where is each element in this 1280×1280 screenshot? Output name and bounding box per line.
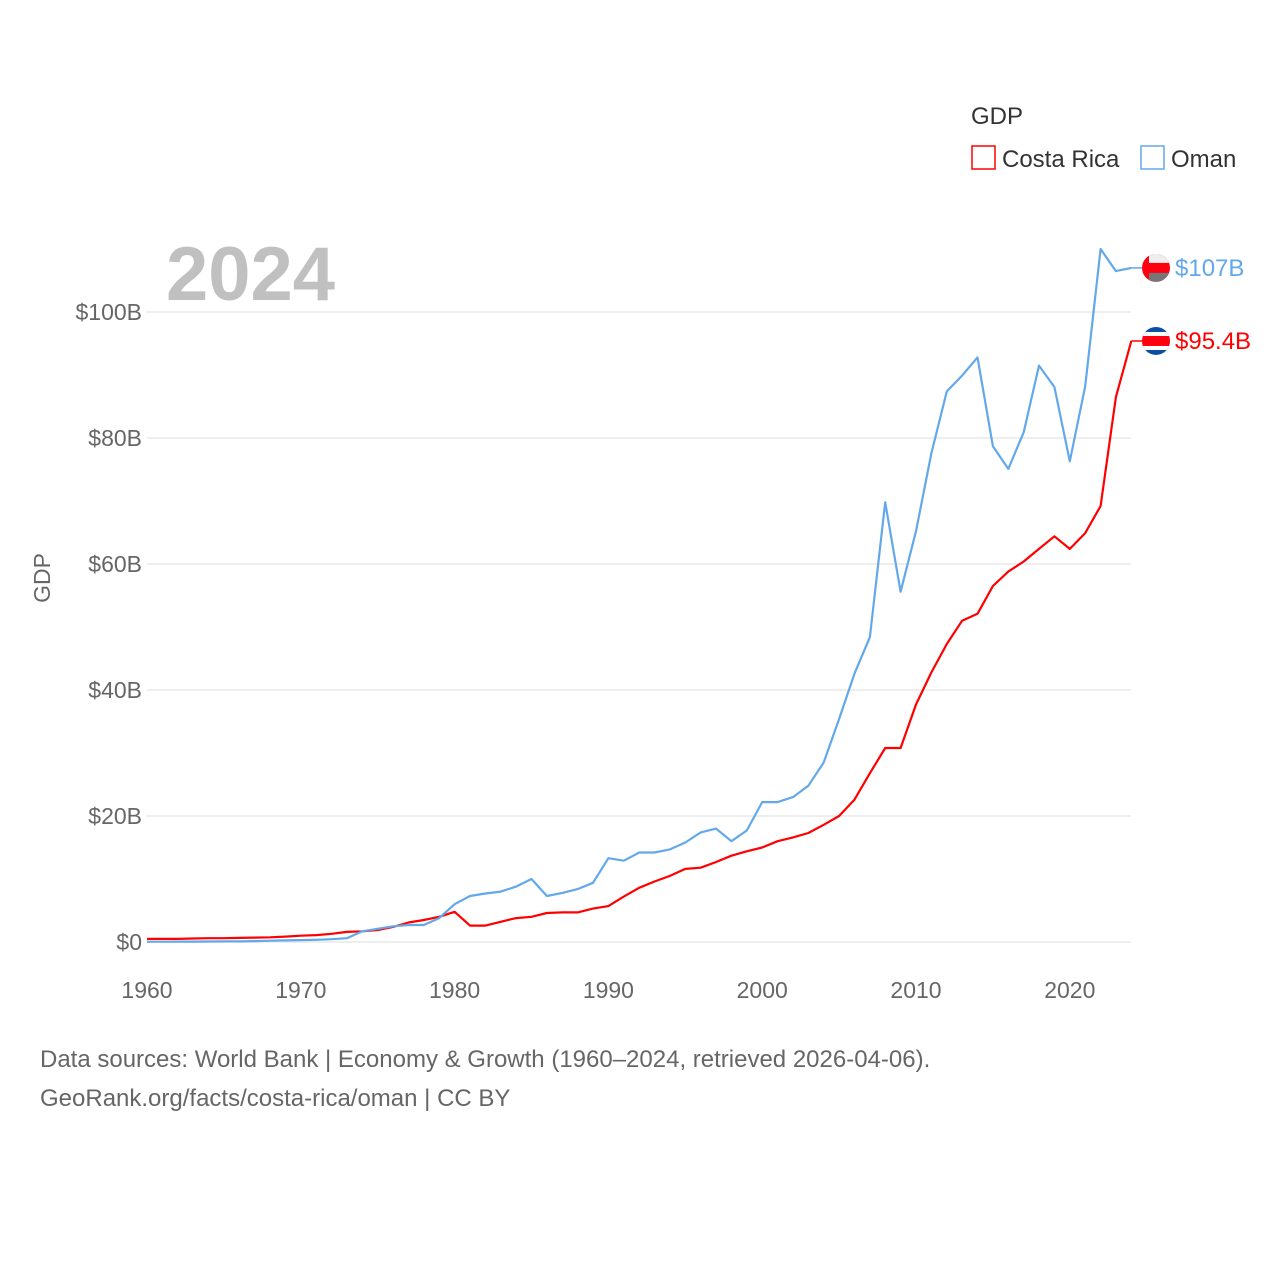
legend-title: GDP bbox=[971, 103, 1023, 130]
year-label: 2024 bbox=[166, 232, 335, 317]
x-tick-label: 2000 bbox=[737, 977, 788, 1003]
legend-swatch-costa-rica[interactable] bbox=[971, 145, 996, 170]
flag-stripe bbox=[1142, 335, 1170, 346]
legend-label-oman[interactable]: Oman bbox=[1171, 146, 1236, 173]
flag-costa-rica-icon bbox=[1142, 326, 1170, 355]
legend-label-costa-rica[interactable]: Costa Rica bbox=[1002, 146, 1120, 173]
flag-stripe bbox=[1149, 253, 1170, 263]
legend: GDP Costa Rica Oman bbox=[971, 103, 1236, 173]
x-tick-label: 2020 bbox=[1044, 977, 1095, 1003]
y-tick-label: $80B bbox=[88, 425, 142, 451]
series-line-costa-rica bbox=[147, 340, 1133, 941]
legend-swatch-oman[interactable] bbox=[1140, 145, 1165, 170]
x-tick-label: 1960 bbox=[121, 977, 172, 1003]
footer-sources: Data sources: World Bank | Economy & Gro… bbox=[40, 1046, 931, 1073]
x-tick-label: 1990 bbox=[583, 977, 634, 1003]
y-tick-label: $0 bbox=[116, 929, 142, 955]
x-tick-label: 1970 bbox=[275, 977, 326, 1003]
series-line-oman bbox=[147, 247, 1132, 943]
end-value-label: $107B bbox=[1175, 255, 1244, 282]
y-tick-label: $60B bbox=[88, 551, 142, 577]
x-tick-label: 1980 bbox=[429, 977, 480, 1003]
y-axis-label: GDP bbox=[29, 553, 55, 603]
x-tick-label: 2010 bbox=[890, 977, 941, 1003]
y-tick-label: $100B bbox=[75, 299, 142, 325]
y-tick-label: $40B bbox=[88, 677, 142, 703]
y-tick-label: $20B bbox=[88, 803, 142, 829]
flag-body bbox=[1142, 326, 1170, 355]
footer-link: GeoRank.org/facts/costa-rica/oman | CC B… bbox=[40, 1085, 511, 1112]
flag-oman-icon bbox=[1142, 253, 1170, 282]
end-value-label: $95.4B bbox=[1175, 328, 1251, 355]
flag-body bbox=[1142, 253, 1170, 282]
flag-stripe bbox=[1149, 272, 1170, 282]
